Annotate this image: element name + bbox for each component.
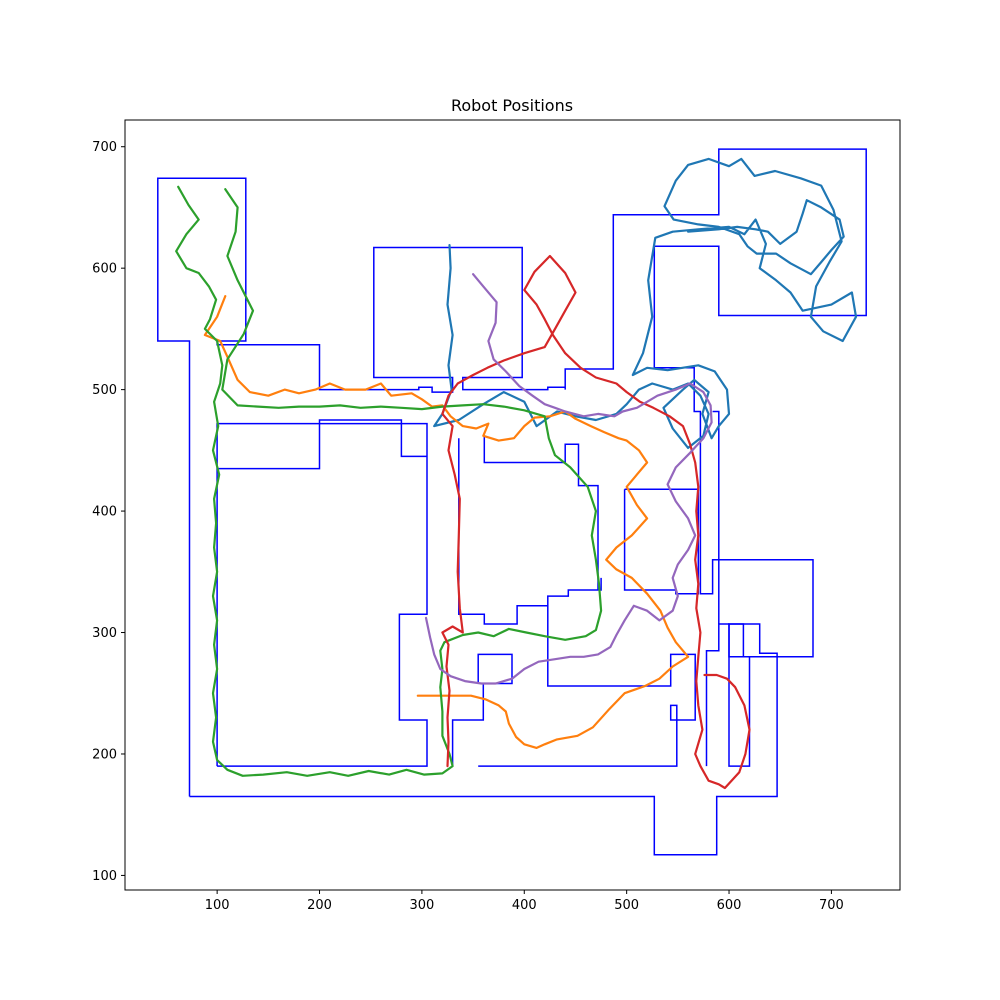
robot-path-1: [433, 157, 858, 449]
wall-0: [157, 148, 867, 797]
x-tick-label: 200: [307, 898, 332, 913]
y-tick-label: 700: [92, 140, 117, 155]
wall-6: [458, 438, 548, 625]
y-axis: 100 200 300 400 500 600 700: [92, 140, 125, 884]
wall-10: [712, 410, 720, 624]
robot-path-4: [441, 254, 751, 790]
x-tick-label: 400: [512, 898, 537, 913]
wall-9: [705, 623, 729, 767]
floorplan-walls: [157, 148, 867, 856]
robot-path-3: [175, 185, 603, 777]
robot-trajectories: [175, 157, 858, 790]
wall-2: [216, 419, 428, 767]
y-tick-label: 400: [92, 505, 117, 520]
y-tick-label: 300: [92, 626, 117, 641]
x-axis: 100 200 300 400 500 600 700: [205, 890, 844, 913]
wall-1: [189, 623, 778, 856]
robot-path-2: [203, 295, 690, 750]
chart-title: Robot Positions: [451, 96, 573, 115]
y-tick-label: 500: [92, 383, 117, 398]
y-tick-label: 100: [92, 869, 117, 884]
x-tick-label: 500: [614, 898, 639, 913]
wall-5: [478, 577, 696, 767]
x-tick-label: 300: [409, 898, 434, 913]
x-tick-label: 700: [819, 898, 844, 913]
x-tick-label: 100: [205, 898, 230, 913]
x-tick-label: 600: [717, 898, 742, 913]
y-tick-label: 200: [92, 747, 117, 762]
robot-path-5: [424, 273, 713, 685]
plot-frame: [124, 119, 901, 891]
y-tick-label: 600: [92, 262, 117, 277]
wall-7: [483, 437, 599, 590]
